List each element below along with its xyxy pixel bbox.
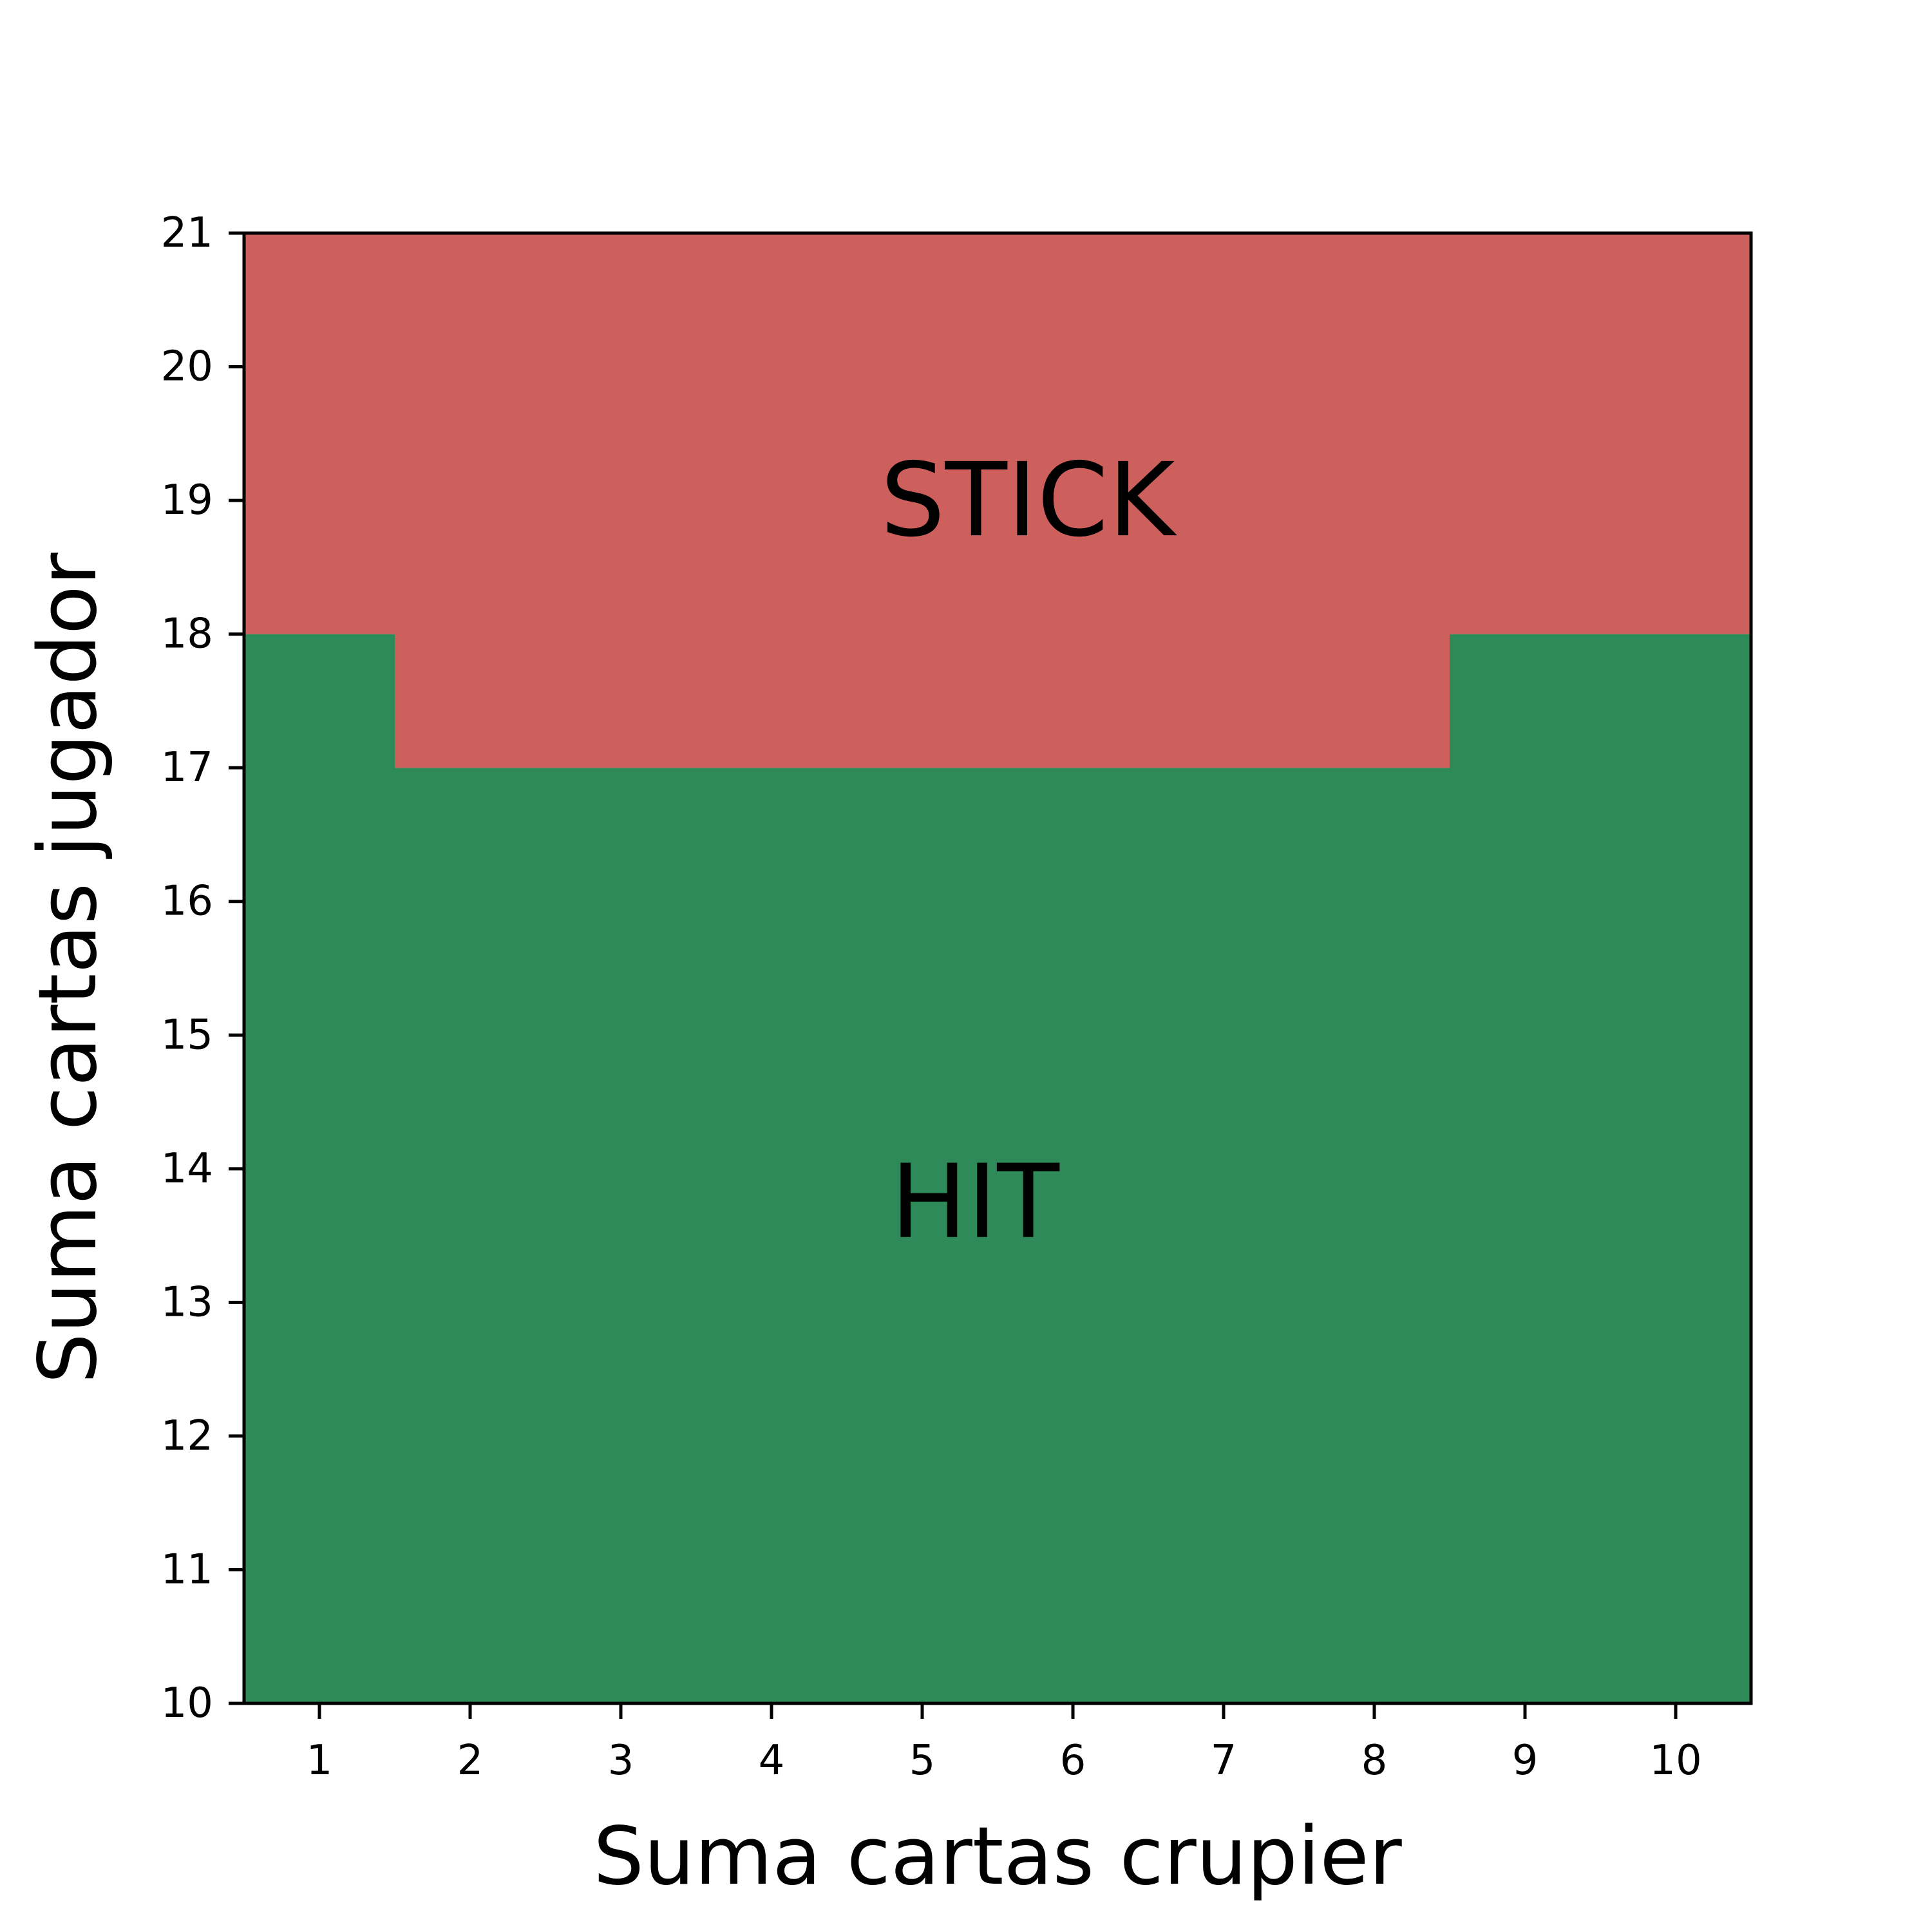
- y-axis: 10 11 12 13 14 15 16 17 18 19 20 21: [161, 209, 244, 1727]
- hit-cell-dealer-8: [1299, 768, 1450, 1703]
- x-tick-label-7: 7: [1211, 1737, 1237, 1785]
- stick-cell-dealer-3: [545, 233, 697, 768]
- y-tick-label-11: 11: [161, 1546, 213, 1593]
- x-tick-label-8: 8: [1361, 1737, 1388, 1785]
- x-tick-label-10: 10: [1649, 1737, 1701, 1785]
- hit-cell-dealer-9: [1450, 634, 1601, 1703]
- y-tick-label-18: 18: [161, 611, 213, 658]
- y-tick-label-21: 21: [161, 209, 213, 257]
- hit-cell-dealer-7: [1148, 768, 1300, 1703]
- stick-cell-dealer-4: [696, 233, 848, 768]
- x-axis-label: Suma cartas crupier: [593, 1810, 1401, 1903]
- plot-frame: [242, 231, 1753, 1705]
- policy-regions: [244, 233, 1752, 1703]
- x-axis: 1 2 3 4 5 6 7 8 9 10: [307, 1703, 1702, 1785]
- hit-cell-dealer-6: [998, 768, 1149, 1703]
- region-label-stick: STICK: [880, 441, 1177, 560]
- x-tick-label-3: 3: [608, 1737, 634, 1785]
- y-tick-label-19: 19: [161, 477, 213, 524]
- stick-cell-dealer-8: [1299, 233, 1450, 768]
- y-tick-label-15: 15: [161, 1011, 213, 1059]
- hit-cell-dealer-2: [395, 768, 546, 1703]
- region-annotations: STICK HIT: [880, 441, 1177, 1262]
- stick-cell-dealer-10: [1600, 233, 1752, 634]
- y-tick-label-20: 20: [161, 343, 213, 391]
- y-tick-label-12: 12: [161, 1412, 213, 1460]
- hit-cell-dealer-1: [244, 634, 395, 1703]
- x-tick-label-1: 1: [307, 1737, 333, 1785]
- x-tick-label-2: 2: [457, 1737, 484, 1785]
- hit-cell-dealer-3: [545, 768, 697, 1703]
- x-tick-label-5: 5: [909, 1737, 936, 1785]
- stick-cell-dealer-1: [244, 233, 395, 634]
- y-tick-label-17: 17: [161, 744, 213, 791]
- x-tick-label-6: 6: [1060, 1737, 1086, 1785]
- stick-cell-dealer-9: [1450, 233, 1601, 634]
- hit-cell-dealer-10: [1600, 634, 1752, 1703]
- y-tick-label-13: 13: [161, 1278, 213, 1326]
- region-label-hit: HIT: [891, 1143, 1059, 1262]
- stick-cell-dealer-7: [1148, 233, 1300, 768]
- stick-cell-dealer-5: [847, 233, 998, 768]
- x-tick-label-9: 9: [1512, 1737, 1539, 1785]
- x-tick-label-4: 4: [759, 1737, 785, 1785]
- y-tick-label-10: 10: [161, 1680, 213, 1727]
- hit-cell-dealer-4: [696, 768, 848, 1703]
- y-tick-label-14: 14: [161, 1145, 213, 1193]
- stick-cell-dealer-2: [395, 233, 546, 768]
- y-tick-label-16: 16: [161, 878, 213, 925]
- stick-cell-dealer-6: [998, 233, 1149, 768]
- hit-cell-dealer-5: [847, 768, 998, 1703]
- y-axis-label: Suma cartas jugador: [22, 553, 115, 1384]
